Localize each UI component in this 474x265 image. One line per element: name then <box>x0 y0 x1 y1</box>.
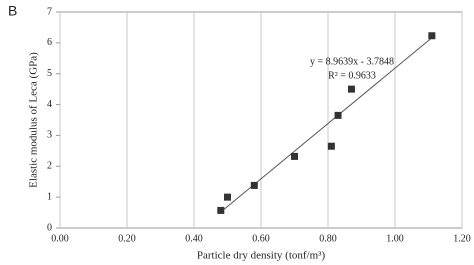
x-tick-label: 1.00 <box>386 233 404 244</box>
y-tick-label: 5 <box>47 68 52 79</box>
data-point <box>250 181 258 189</box>
x-tick-label: 1.20 <box>453 233 471 244</box>
x-tick-label: 0.40 <box>185 233 203 244</box>
y-tick-label: 2 <box>47 161 52 172</box>
y-tick-label: 3 <box>47 130 52 141</box>
y-tick-label: 7 <box>47 6 52 17</box>
y-axis-label: Elastic modulus of Leca (GPa) <box>28 52 40 188</box>
x-tick-label: 0.60 <box>252 233 270 244</box>
data-point <box>334 111 342 119</box>
x-axis-label: Particle dry density (tonf/m³) <box>197 250 326 262</box>
panel-label: B <box>8 3 17 19</box>
x-tick-label: 0.80 <box>319 233 337 244</box>
y-tick-label: 0 <box>47 222 52 233</box>
data-point <box>327 142 335 150</box>
data-point <box>224 193 231 201</box>
data-point <box>347 85 355 93</box>
y-tick-label: 4 <box>47 99 52 110</box>
data-point <box>217 206 225 214</box>
y-tick-label: 1 <box>47 191 52 202</box>
trendline-equation: y = 8.9639x - 3.7848 <box>310 56 394 67</box>
x-tick-label: 0.20 <box>118 233 136 244</box>
x-tick-label: 0.00 <box>51 233 69 244</box>
data-point <box>428 32 436 40</box>
trendline-r2: R² = 0.9633 <box>328 70 376 81</box>
y-tick-label: 6 <box>47 37 52 48</box>
data-point <box>291 152 298 160</box>
